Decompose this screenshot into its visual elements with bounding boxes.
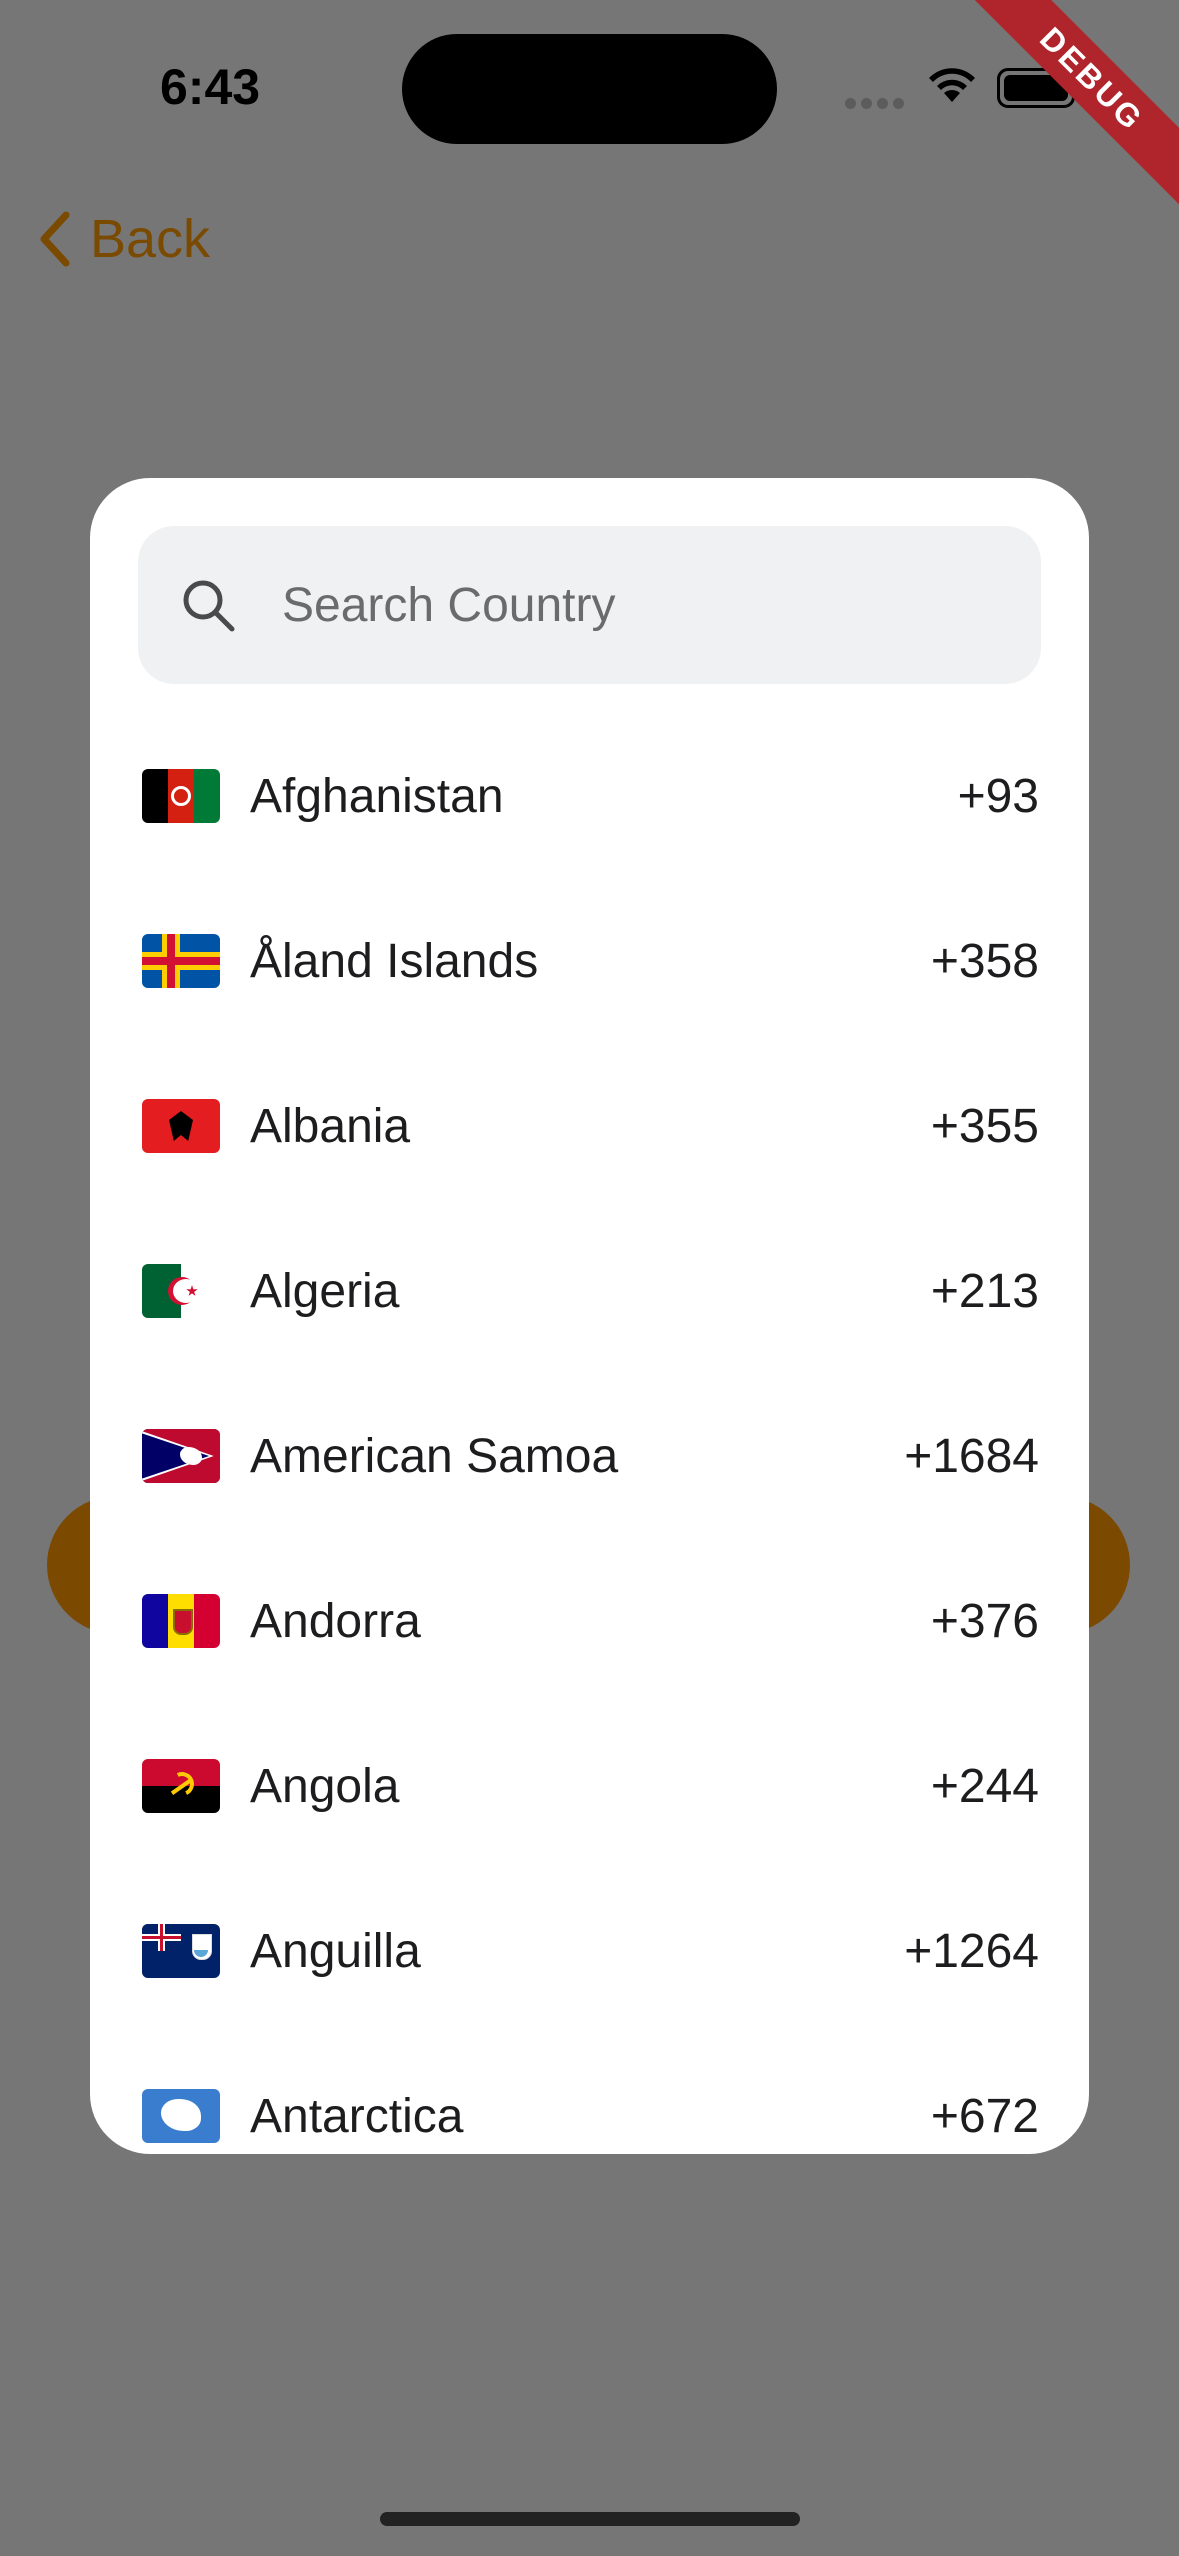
country-list: Afghanistan +93 Åland Islands +358 Alban…	[90, 714, 1089, 2154]
country-picker-modal: Afghanistan +93 Åland Islands +358 Alban…	[90, 478, 1089, 2154]
country-row-antarctica[interactable]: Antarctica +672	[90, 2034, 1089, 2154]
country-name: Anguilla	[250, 1924, 421, 1978]
albania-flag-icon	[142, 1099, 220, 1153]
dial-code: +358	[930, 934, 1039, 988]
country-name: Algeria	[250, 1264, 400, 1318]
country-name: Antarctica	[250, 2089, 464, 2143]
back-button[interactable]: Back	[38, 208, 210, 270]
country-name: Åland Islands	[250, 934, 539, 988]
dial-code: +672	[930, 2089, 1039, 2143]
back-label: Back	[90, 209, 211, 269]
aland-islands-flag-icon	[142, 934, 220, 988]
country-row-american-samoa[interactable]: American Samoa +1684	[90, 1374, 1089, 1539]
dynamic-island	[402, 34, 777, 144]
country-row-aland-islands[interactable]: Åland Islands +358	[90, 879, 1089, 1044]
chevron-left-icon	[40, 211, 70, 267]
angola-flag-icon	[142, 1759, 220, 1813]
signal-icon	[845, 98, 905, 110]
country-row-anguilla[interactable]: Anguilla +1264	[90, 1869, 1089, 2034]
country-row-andorra[interactable]: Andorra +376	[90, 1539, 1089, 1704]
country-name: Angola	[250, 1759, 400, 1813]
country-name: Albania	[250, 1099, 411, 1153]
american-samoa-flag-icon	[142, 1429, 220, 1483]
home-indicator	[380, 2512, 800, 2526]
country-row-albania[interactable]: Albania +355	[90, 1044, 1089, 1209]
country-name: American Samoa	[250, 1429, 619, 1483]
search-input[interactable]	[280, 576, 984, 634]
country-name: Andorra	[250, 1594, 421, 1648]
background-title-fragment	[400, 430, 780, 480]
dial-code: +1684	[904, 1429, 1039, 1483]
antarctica-flag-icon	[142, 2089, 220, 2143]
country-row-algeria[interactable]: Algeria +213	[90, 1209, 1089, 1374]
dial-code: +1264	[904, 1924, 1039, 1978]
algeria-flag-icon	[142, 1264, 220, 1318]
wifi-icon	[929, 68, 975, 102]
search-icon	[183, 580, 235, 632]
search-bar[interactable]	[138, 526, 1041, 684]
country-row-afghanistan[interactable]: Afghanistan +93	[90, 714, 1089, 879]
status-time: 6:43	[160, 59, 261, 115]
afghanistan-flag-icon	[142, 769, 220, 823]
andorra-flag-icon	[142, 1594, 220, 1648]
dial-code: +376	[930, 1594, 1039, 1648]
country-row-angola[interactable]: Angola +244	[90, 1704, 1089, 1869]
country-name: Afghanistan	[250, 769, 504, 823]
dial-code: +244	[930, 1759, 1039, 1813]
dial-code: +93	[957, 769, 1039, 823]
dial-code: +355	[930, 1099, 1039, 1153]
anguilla-flag-icon	[142, 1924, 220, 1978]
dial-code: +213	[930, 1264, 1039, 1318]
